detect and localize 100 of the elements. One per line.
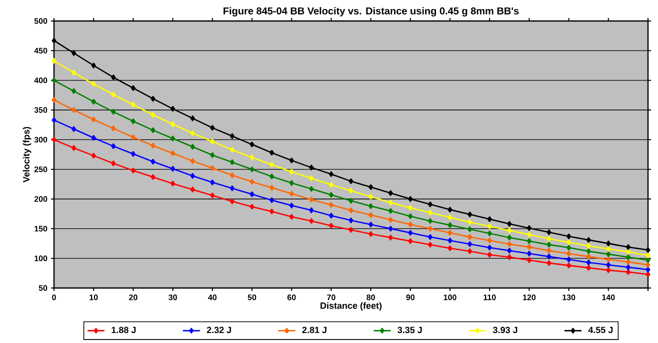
point (250, 191, 254, 198)
point (606, 262, 611, 268)
x-tick-label: 40 (208, 294, 217, 300)
point (468, 241, 472, 247)
point (388, 216, 393, 223)
point (270, 184, 274, 191)
point (348, 227, 354, 233)
legend-label: 2.32 J (206, 326, 231, 334)
point (487, 252, 492, 258)
x-tick-label: 0 (52, 294, 56, 300)
point (448, 222, 452, 228)
point (388, 226, 393, 232)
y-tick-label: 500 (34, 18, 48, 24)
point (566, 239, 572, 246)
point (368, 222, 374, 228)
legend-label: 1.88 J (112, 326, 136, 334)
point (388, 200, 393, 206)
x-tick-label: 10 (90, 294, 98, 300)
point (190, 130, 195, 136)
point (230, 159, 235, 166)
point (586, 260, 591, 266)
point (487, 238, 492, 244)
point (448, 214, 452, 220)
x-tick-label: 120 (523, 294, 536, 300)
y-tick-label: 100 (34, 256, 48, 262)
point (546, 236, 552, 242)
point (150, 112, 156, 118)
point (328, 171, 334, 177)
point (130, 118, 136, 124)
point (468, 226, 472, 232)
point (606, 251, 611, 258)
point (52, 77, 56, 84)
point (368, 212, 374, 218)
y-tick-label: 450 (34, 48, 48, 54)
point (408, 213, 413, 220)
point (468, 212, 472, 218)
y-tick-label: 50 (38, 285, 48, 291)
point (408, 205, 413, 211)
point (130, 85, 136, 91)
point (309, 164, 314, 170)
point (468, 234, 472, 240)
point (566, 256, 572, 262)
point (448, 230, 452, 236)
point (250, 142, 254, 148)
legend-label: 4.55 J (588, 326, 613, 334)
point (507, 248, 512, 254)
point (91, 81, 96, 87)
point (72, 88, 76, 94)
point (348, 207, 354, 214)
point (586, 254, 591, 260)
point (170, 150, 176, 156)
point (230, 172, 235, 178)
legend-label: 3.35 J (398, 326, 422, 334)
point (646, 257, 650, 263)
point (230, 133, 235, 139)
point (428, 242, 433, 248)
point (586, 248, 591, 254)
point (468, 219, 472, 225)
point (646, 266, 650, 272)
x-tick-label: 50 (248, 294, 256, 300)
point (626, 264, 631, 270)
point (270, 150, 274, 156)
point (546, 248, 552, 254)
point (507, 254, 512, 260)
point (626, 244, 631, 250)
point (328, 212, 334, 218)
point (368, 184, 374, 190)
point (646, 262, 650, 268)
point (250, 204, 254, 210)
point (388, 190, 393, 196)
point (566, 262, 572, 268)
y-tick-label: 350 (34, 107, 48, 113)
point (546, 254, 552, 260)
point (546, 229, 552, 236)
point (408, 222, 413, 228)
point (289, 214, 294, 220)
point (111, 92, 116, 98)
point (606, 246, 611, 252)
x-tick-label: 100 (444, 294, 456, 300)
point (170, 180, 176, 186)
point (468, 248, 472, 254)
point (210, 165, 215, 171)
point (91, 152, 96, 159)
point (328, 192, 334, 198)
point (448, 206, 452, 213)
point (52, 117, 56, 123)
point (526, 257, 532, 263)
point (150, 127, 156, 134)
y-tick-label: 400 (34, 78, 48, 84)
point (230, 185, 235, 192)
point (507, 221, 512, 227)
point (526, 238, 532, 244)
point (230, 146, 235, 153)
point (526, 225, 532, 231)
point (91, 98, 96, 105)
point (170, 106, 176, 112)
point (606, 240, 611, 246)
point (111, 74, 116, 80)
point (328, 222, 334, 229)
point (309, 218, 314, 224)
